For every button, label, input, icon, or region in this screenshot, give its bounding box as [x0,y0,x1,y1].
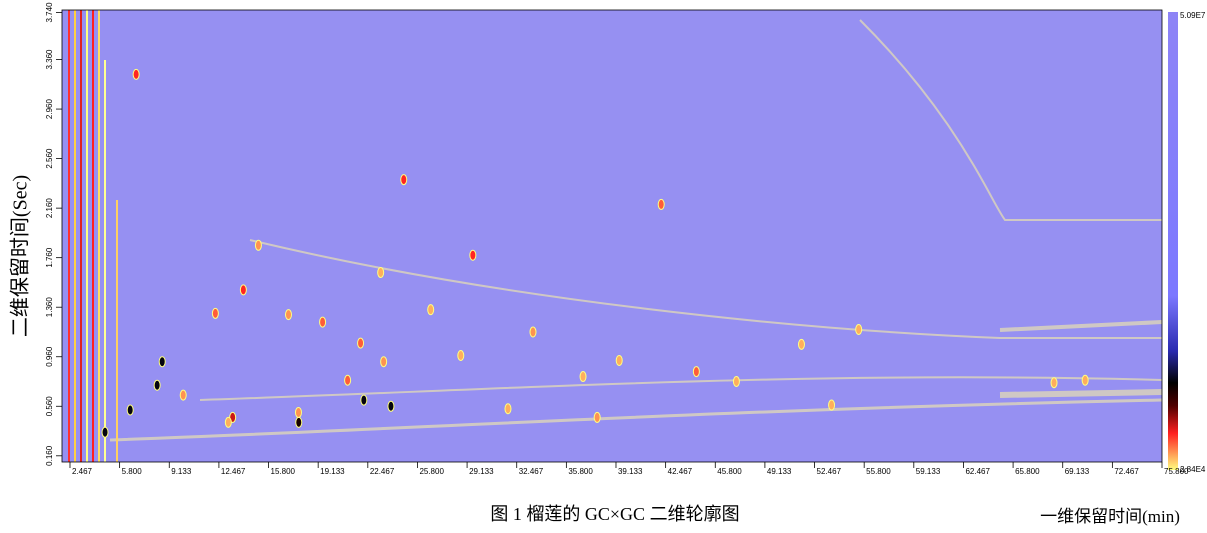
solvent-front [68,10,118,462]
x-axis-label: 一维保留时间(min) [1040,507,1180,526]
y-axis-label: 二维保留时间(Sec) [9,175,32,337]
x-tick-label: 32.467 [519,467,544,476]
colorbar-min: 2.84E4 [1180,465,1206,474]
peak [828,399,836,411]
peak [615,354,623,366]
peak [377,267,385,279]
peak [254,239,262,251]
peak [1050,377,1058,389]
x-tick-label: 75.800 [1164,467,1189,476]
x-tick-label: 45.800 [717,467,742,476]
peak [732,376,740,388]
peak [211,307,219,319]
y-tick-label: 3.740 [45,2,54,23]
plot-frame [61,9,1163,463]
peak [469,249,477,261]
x-tick-label: 42.467 [668,467,693,476]
x-tick-label: 25.800 [419,467,444,476]
x-tick-label: 35.800 [568,467,593,476]
y-tick-label: 3.360 [45,49,54,70]
x-tick-label: 5.800 [122,467,143,476]
x-tick-label: 2.467 [72,467,93,476]
x-tick-label: 52.467 [817,467,842,476]
x-tick-label: 65.800 [1015,467,1040,476]
x-tick-label: 69.133 [1065,467,1090,476]
y-tick-label: 2.160 [45,198,54,219]
peak [239,284,247,296]
peak [224,416,232,428]
peak [284,309,292,321]
y-tick-label: 0.960 [45,346,54,367]
plot-background [62,10,1162,462]
y-tick-label: 2.960 [45,99,54,120]
x-tick-label: 59.133 [916,467,941,476]
peak [179,389,187,401]
peak [126,404,134,416]
peak [132,68,140,80]
peak [579,371,587,383]
peak [529,326,537,338]
x-tick-label: 19.133 [320,467,345,476]
x-tick-label: 62.467 [965,467,990,476]
caption: 图 1 榴莲的 GC×GC 二维轮廓图 [490,504,739,524]
colorbar-max: 5.09E7 [1180,11,1206,20]
peak [319,316,327,328]
peak [457,350,465,362]
peak [657,198,665,210]
x-tick-label: 15.800 [271,467,296,476]
peak [101,426,109,438]
y-tick-label: 0.160 [45,445,54,466]
x-tick-label: 49.133 [767,467,792,476]
x-tick-label: 39.133 [618,467,643,476]
peak [380,356,388,368]
x-tick-label: 29.133 [469,467,494,476]
y-tick-label: 1.760 [45,247,54,268]
peak [387,400,395,412]
peak [593,411,601,423]
peak [797,338,805,350]
peak [158,356,166,368]
x-tick-label: 12.467 [221,467,246,476]
peak [344,374,352,386]
peak [294,406,302,418]
peak [400,174,408,186]
x-tick-label: 55.800 [866,467,891,476]
y-tick-label: 0.560 [45,396,54,417]
y-tick-label: 1.360 [45,297,54,318]
peak [504,403,512,415]
peak [1081,374,1089,386]
peak [855,323,863,335]
peak [295,416,303,428]
y-tick-label: 2.560 [45,148,54,169]
peak [153,379,161,391]
column-bleed [109,19,1163,442]
peak [692,366,700,378]
peak [357,337,365,349]
x-tick-label: 9.133 [171,467,192,476]
x-tick-label: 22.467 [370,467,395,476]
x-tick-label: 72.467 [1114,467,1139,476]
colorbar [1168,12,1178,470]
peak [427,304,435,316]
peak [360,394,368,406]
